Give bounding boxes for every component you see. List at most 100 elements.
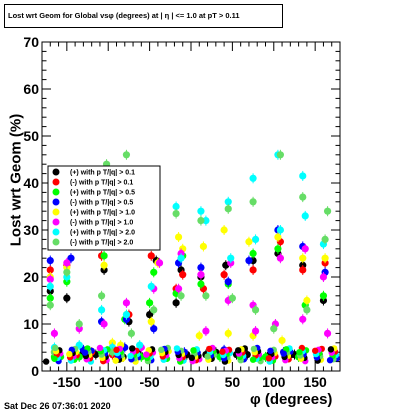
legend-marker — [52, 188, 60, 196]
data-point — [100, 261, 108, 269]
data-point — [98, 306, 106, 314]
data-point — [224, 329, 232, 337]
data-point — [122, 311, 131, 319]
data-point — [224, 278, 232, 286]
data-point-baseline — [267, 347, 274, 354]
data-point — [46, 256, 54, 265]
legend-entry: (+) with p T/|q| > 0.5 — [70, 190, 135, 197]
data-point-baseline — [173, 345, 181, 352]
data-point — [46, 282, 54, 290]
legend-marker — [52, 208, 60, 216]
data-point-baseline — [188, 354, 196, 362]
data-point — [299, 193, 307, 201]
data-point — [299, 315, 307, 323]
data-point-baseline — [265, 355, 273, 362]
data-point — [197, 217, 205, 225]
legend-entry: (-) with p T/|q| > 2.0 — [70, 240, 133, 247]
x-tick-label: -50 — [139, 374, 159, 390]
data-point-baseline — [113, 346, 120, 354]
data-point — [122, 151, 131, 159]
data-point — [220, 226, 228, 234]
data-point — [319, 292, 328, 300]
legend-entry: (+) with p T/|q| > 0.1 — [70, 170, 135, 177]
y-tick-label: 50 — [23, 128, 39, 144]
data-point-baseline — [112, 357, 119, 364]
data-point — [224, 198, 232, 206]
data-point — [174, 233, 183, 241]
data-point — [122, 299, 131, 307]
data-point — [172, 299, 180, 307]
data-point-baseline — [66, 350, 73, 358]
data-point-baseline — [296, 349, 303, 356]
data-point-baseline — [219, 348, 226, 355]
x-tick-label: 50 — [225, 374, 241, 390]
data-point — [177, 292, 185, 300]
data-point-baseline — [206, 345, 213, 353]
data-point — [227, 254, 235, 262]
chart-title: Lost wrt Geom for Global vsφ (degrees) a… — [4, 4, 283, 28]
data-point — [270, 325, 278, 333]
data-point — [63, 268, 71, 276]
data-point-baseline — [42, 358, 50, 365]
data-point — [202, 217, 210, 225]
data-point — [100, 320, 108, 328]
data-point-baseline — [158, 346, 165, 354]
legend-entry: (-) with p T/|q| > 0.1 — [70, 180, 133, 187]
data-point-baseline — [190, 347, 197, 354]
data-point — [251, 235, 260, 243]
data-point — [150, 325, 158, 333]
data-point-baseline — [326, 356, 334, 364]
data-point-baseline — [249, 356, 257, 363]
data-point — [146, 299, 154, 307]
data-point-baseline — [129, 345, 136, 352]
x-tick-label: 150 — [303, 374, 327, 390]
data-point — [202, 292, 210, 300]
data-point-baseline — [127, 352, 134, 360]
data-point — [46, 275, 54, 283]
data-point — [224, 205, 232, 213]
data-point — [249, 249, 257, 258]
legend-marker — [52, 178, 60, 186]
data-point — [299, 172, 307, 180]
data-point — [249, 198, 257, 206]
data-point — [299, 266, 307, 274]
legend-entry: (+) with p T/|q| > 1.0 — [70, 210, 135, 217]
data-point — [100, 252, 108, 260]
data-point — [321, 254, 329, 262]
data-point — [146, 311, 154, 319]
legend-marker — [52, 228, 60, 236]
y-tick-label: 10 — [23, 316, 39, 332]
data-point — [147, 282, 155, 290]
legend-entry: (+) with p T/|q| > 2.0 — [70, 230, 135, 237]
data-point — [147, 318, 155, 326]
data-point — [228, 294, 236, 302]
data-point — [276, 254, 284, 262]
data-point-baseline — [96, 344, 104, 352]
legend-entry: (-) with p T/|q| > 1.0 — [70, 220, 133, 227]
data-point — [202, 327, 210, 335]
data-point-baseline — [204, 353, 211, 360]
data-point — [301, 245, 309, 253]
data-point — [323, 329, 332, 337]
data-point — [67, 254, 75, 262]
data-point — [147, 252, 155, 260]
x-axis-label: φ (degrees) — [250, 391, 333, 408]
data-point — [63, 294, 71, 302]
data-point — [197, 271, 205, 279]
data-point — [276, 226, 284, 234]
data-point — [249, 266, 257, 274]
data-point — [274, 245, 282, 253]
data-point — [46, 294, 54, 302]
data-point — [220, 271, 228, 279]
data-point — [251, 327, 260, 335]
y-tick-label: 0 — [31, 363, 39, 379]
data-point — [195, 332, 203, 340]
x-tick-label: 0 — [187, 374, 195, 390]
data-point — [127, 329, 135, 337]
data-point — [172, 209, 180, 218]
data-point — [155, 259, 164, 267]
data-point — [319, 273, 328, 281]
data-point — [251, 306, 260, 314]
legend-marker — [52, 198, 60, 206]
